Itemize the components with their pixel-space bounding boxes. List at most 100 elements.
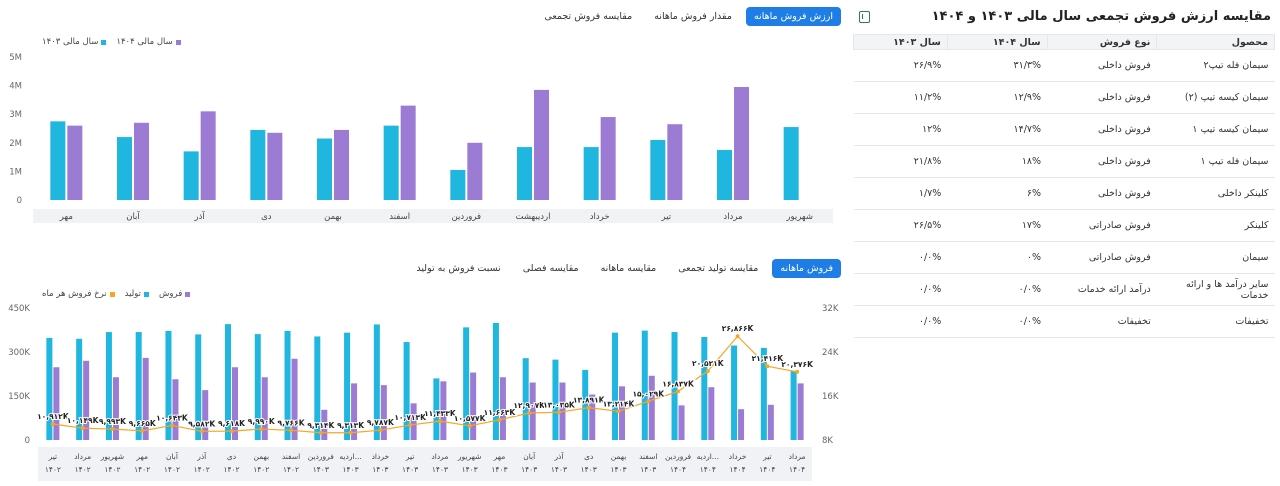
bar-1404[interactable] xyxy=(467,142,483,200)
tab-monthly-sales-quantity[interactable]: مقدار فروش ماهانه xyxy=(654,11,732,22)
rate-point[interactable] xyxy=(676,389,681,394)
bar-production[interactable] xyxy=(314,336,321,440)
rate-point[interactable] xyxy=(408,423,413,428)
tab-seasonal-compare[interactable]: مقایسه فصلی xyxy=(522,263,579,274)
bar-1403[interactable] xyxy=(717,149,732,200)
tab-monthly-sales-value[interactable]: ارزش فروش ماهانه xyxy=(745,7,841,26)
legend-item-1404[interactable]: سال مالی ۱۴۰۴ xyxy=(116,37,181,47)
bar-sales[interactable] xyxy=(678,405,685,440)
bar-sales[interactable] xyxy=(470,372,477,440)
excel-icon[interactable] xyxy=(859,11,870,23)
bar-sales[interactable] xyxy=(142,357,149,440)
bar-1403[interactable] xyxy=(450,169,466,200)
bar-1403[interactable] xyxy=(117,137,132,200)
bar-sales[interactable] xyxy=(380,385,387,440)
bar-sales[interactable] xyxy=(738,409,745,440)
bar-sales[interactable] xyxy=(83,360,90,440)
tab-monthly-compare[interactable]: مقایسه ماهانه xyxy=(600,263,657,274)
bar-sales[interactable] xyxy=(708,387,715,440)
bar-production[interactable] xyxy=(254,334,261,440)
bar-sales[interactable] xyxy=(53,367,60,440)
bar-1404[interactable] xyxy=(734,87,749,200)
col-header-product[interactable]: محصول xyxy=(1156,34,1275,50)
rate-point[interactable] xyxy=(616,409,621,414)
bar-sales[interactable] xyxy=(232,367,238,440)
bar-1403[interactable] xyxy=(383,125,399,200)
legend-item-sales[interactable]: فروش xyxy=(159,289,191,299)
bar-production[interactable] xyxy=(612,332,618,440)
bar-1404[interactable] xyxy=(334,129,349,200)
bar-sales[interactable] xyxy=(291,358,298,440)
bar-production[interactable] xyxy=(373,324,380,440)
tab-monthly-sales[interactable]: فروش ماهانه xyxy=(772,259,841,278)
col-header-1404[interactable]: سال ۱۴۰۴ xyxy=(946,34,1048,50)
bar-1404[interactable] xyxy=(267,132,283,200)
bar-production[interactable] xyxy=(760,347,767,440)
rate-point[interactable] xyxy=(199,429,204,434)
tab-cumulative-sales-compare[interactable]: مقایسه فروش تجمعی xyxy=(544,11,633,22)
rate-point[interactable] xyxy=(50,421,55,426)
bar-1403[interactable] xyxy=(583,147,599,200)
bar-production[interactable] xyxy=(195,334,202,440)
bar-sales[interactable] xyxy=(172,379,179,440)
bar-1403[interactable] xyxy=(50,121,66,200)
bar-production[interactable] xyxy=(135,332,142,440)
bar-production[interactable] xyxy=(403,342,410,440)
rate-point[interactable] xyxy=(140,428,145,433)
bar-production[interactable] xyxy=(582,369,589,440)
rate-point[interactable] xyxy=(110,427,115,432)
rate-point[interactable] xyxy=(169,423,174,428)
bar-1403[interactable] xyxy=(317,138,332,200)
bar-1403[interactable] xyxy=(783,127,799,200)
rate-point[interactable] xyxy=(527,411,532,416)
bar-1404[interactable] xyxy=(400,105,416,200)
bar-1403[interactable] xyxy=(650,139,666,200)
bar-sales[interactable] xyxy=(797,383,804,440)
bar-1403[interactable] xyxy=(517,147,532,200)
bar-sales[interactable] xyxy=(589,394,596,440)
rate-point[interactable] xyxy=(646,399,651,404)
bar-1404[interactable] xyxy=(134,122,149,200)
bar-sales[interactable] xyxy=(648,375,655,440)
bar-sales[interactable] xyxy=(261,377,268,440)
rate-point[interactable] xyxy=(556,410,561,415)
bar-production[interactable] xyxy=(701,337,708,440)
bar-production[interactable] xyxy=(522,358,529,440)
bar-sales[interactable] xyxy=(112,377,119,440)
bar-production[interactable] xyxy=(165,330,172,440)
bar-production[interactable] xyxy=(463,327,470,440)
rate-point[interactable] xyxy=(80,426,85,431)
col-header-sale-type[interactable]: نوع فروش xyxy=(1046,34,1158,50)
rate-point[interactable] xyxy=(378,428,383,433)
legend-item-rate[interactable]: نرخ فروش هر ماه xyxy=(42,289,115,299)
bar-sales[interactable] xyxy=(619,386,625,440)
bar-sales[interactable] xyxy=(529,382,536,440)
rate-point[interactable] xyxy=(229,429,234,434)
rate-point[interactable] xyxy=(765,364,770,369)
bar-sales[interactable] xyxy=(321,409,328,440)
bar-production[interactable] xyxy=(433,378,440,440)
bar-production[interactable] xyxy=(790,370,797,440)
bar-sales[interactable] xyxy=(202,390,209,440)
bar-production[interactable] xyxy=(344,332,351,440)
rate-point[interactable] xyxy=(318,430,323,435)
bar-1403[interactable] xyxy=(183,151,199,200)
bar-1404[interactable] xyxy=(534,89,549,200)
rate-point[interactable] xyxy=(735,334,740,339)
rate-point[interactable] xyxy=(795,369,800,374)
tab-cumulative-production[interactable]: مقایسه تولید تجمعی xyxy=(678,263,759,274)
bar-production[interactable] xyxy=(671,332,678,440)
rate-point[interactable] xyxy=(586,405,591,410)
legend-item-production[interactable]: تولید xyxy=(125,289,150,299)
bar-production[interactable] xyxy=(552,359,559,440)
bar-production[interactable] xyxy=(731,345,738,440)
bar-1403[interactable] xyxy=(250,129,266,200)
bar-production[interactable] xyxy=(492,322,499,440)
bar-production[interactable] xyxy=(284,330,291,440)
bar-production[interactable] xyxy=(105,332,112,440)
col-header-1403[interactable]: سال ۱۴۰۳ xyxy=(853,34,948,50)
bar-1404[interactable] xyxy=(67,125,83,200)
rate-point[interactable] xyxy=(467,423,472,428)
bar-sales[interactable] xyxy=(767,404,774,440)
bar-production[interactable] xyxy=(76,338,83,440)
